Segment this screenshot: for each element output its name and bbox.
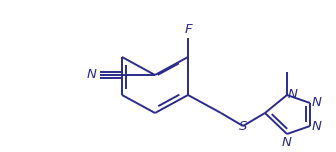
Text: S: S: [239, 121, 247, 133]
Text: N: N: [312, 121, 322, 133]
Text: N: N: [87, 69, 97, 81]
Text: N: N: [312, 97, 322, 109]
Text: N: N: [288, 88, 298, 102]
Text: F: F: [184, 23, 192, 36]
Text: N: N: [282, 136, 292, 149]
